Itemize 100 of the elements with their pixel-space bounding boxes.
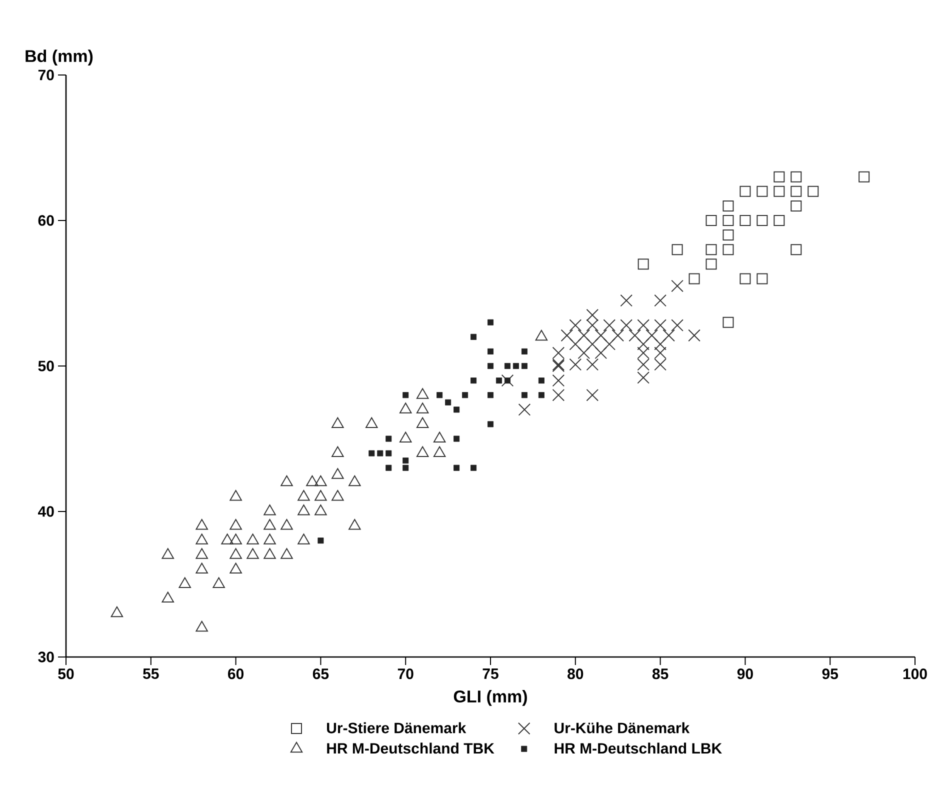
point — [586, 358, 599, 371]
point — [654, 346, 666, 360]
point — [858, 171, 870, 182]
point — [560, 329, 574, 342]
y-tick-label: 30 — [38, 652, 54, 662]
point — [332, 417, 344, 428]
point — [612, 329, 624, 342]
point — [280, 548, 293, 559]
point — [264, 534, 276, 544]
point — [672, 244, 683, 256]
point — [722, 214, 734, 226]
point — [638, 258, 649, 270]
point — [722, 316, 734, 328]
x-tick-label: 100 — [903, 668, 927, 680]
point — [433, 432, 446, 442]
point — [790, 171, 802, 182]
point — [594, 329, 608, 342]
x-tick-label: 55 — [143, 668, 159, 679]
point — [470, 378, 477, 384]
point — [671, 319, 684, 332]
point — [230, 490, 242, 501]
legend-label: Ur-Stiere Dänemark — [327, 722, 466, 734]
point — [808, 186, 819, 197]
point — [603, 338, 616, 350]
y-tick-label: 50 — [38, 360, 54, 372]
point — [569, 358, 582, 371]
point — [454, 436, 460, 442]
point — [488, 319, 494, 326]
x-tick-label: 60 — [228, 668, 244, 680]
point — [230, 534, 242, 544]
point — [402, 392, 409, 398]
x-tick-label: 70 — [398, 668, 414, 680]
point — [496, 378, 502, 384]
point — [646, 329, 658, 342]
point — [348, 475, 361, 486]
point — [774, 186, 785, 197]
point — [445, 399, 452, 406]
point — [416, 417, 429, 428]
point — [620, 294, 633, 307]
point — [756, 273, 768, 284]
point — [521, 348, 528, 354]
point — [620, 319, 633, 332]
point — [246, 534, 259, 544]
point — [706, 214, 717, 226]
point — [178, 577, 191, 588]
x-tick-label: 65 — [312, 668, 329, 680]
point — [386, 450, 392, 456]
legend-label: HR M-Deutschland TBK — [327, 742, 494, 754]
point — [790, 200, 802, 212]
point — [637, 338, 650, 350]
point — [318, 538, 324, 544]
point — [552, 388, 565, 402]
point — [454, 464, 460, 471]
point — [368, 450, 375, 456]
point — [688, 329, 700, 342]
legend-label: Ur-Kühe Dänemark — [554, 722, 690, 734]
point — [654, 358, 666, 371]
point — [654, 338, 666, 350]
x-tick-label: 95 — [822, 668, 838, 680]
point — [348, 519, 361, 530]
point — [332, 446, 344, 458]
point — [314, 504, 327, 516]
point — [637, 371, 650, 384]
point — [366, 417, 378, 428]
point — [722, 200, 734, 212]
point — [230, 562, 242, 574]
point — [462, 392, 468, 398]
point — [386, 464, 392, 471]
y-tick-label: 40 — [38, 506, 54, 517]
point — [521, 392, 528, 398]
point — [196, 519, 208, 530]
point — [264, 504, 276, 516]
point — [162, 548, 174, 559]
point — [512, 362, 519, 369]
x-tick-label: 85 — [652, 668, 668, 680]
point — [332, 490, 344, 501]
point — [662, 329, 675, 342]
point — [501, 374, 514, 387]
point — [196, 548, 208, 559]
point — [671, 280, 684, 292]
point — [110, 606, 124, 618]
point — [740, 186, 751, 197]
point — [470, 464, 477, 471]
point — [637, 346, 650, 360]
point — [790, 186, 802, 197]
point — [298, 490, 310, 501]
point — [740, 214, 751, 226]
point — [790, 244, 802, 256]
point — [416, 402, 429, 414]
x-tick-label: 90 — [737, 668, 753, 680]
point — [740, 273, 751, 284]
point — [196, 534, 208, 544]
point — [521, 362, 528, 369]
point — [280, 475, 293, 486]
point — [314, 475, 327, 486]
point — [504, 362, 510, 369]
point — [246, 548, 259, 559]
point — [628, 329, 641, 342]
point — [578, 329, 590, 342]
y-axis-title: Bd (mm) — [26, 50, 93, 66]
